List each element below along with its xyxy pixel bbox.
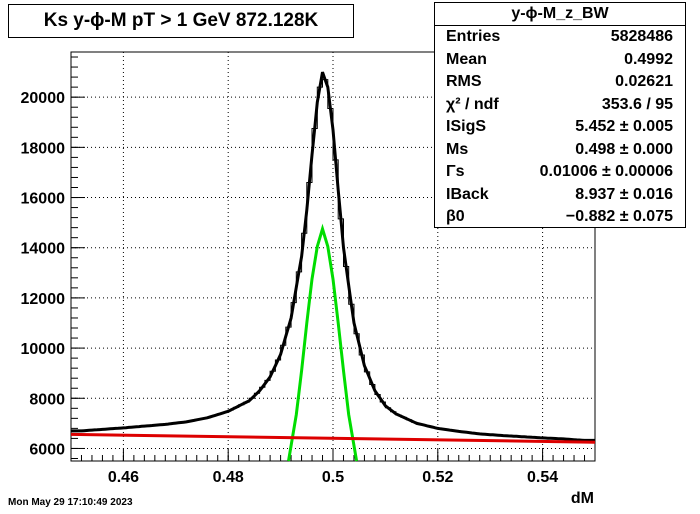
stats-box: y-ϕ-M_z_BW Entries 5828486 Mean 0.4992 RMS… [434,2,686,228]
stats-row: RMS 0.02621 [435,71,685,94]
stats-value: 0.498 ± 0.000 [575,140,673,158]
y-tick-label: 14000 [21,241,66,258]
stats-value: 353.6 / 95 [601,95,673,113]
stats-key: IBack [446,185,489,203]
stats-row: β0 −0.882 ± 0.075 [435,206,685,229]
tick-labels: 0.46 0.48 0.5 0.52 0.54 6000 8000 10000 12000 140… [21,90,559,486]
stats-value: 8.937 ± 0.016 [575,185,673,203]
x-axis-label: dM [571,490,594,507]
stats-key: Ms [446,140,469,158]
stats-value: 0.4992 [624,50,673,68]
stats-key: χ² / ndf [446,95,499,113]
y-tick-label: 8000 [29,391,65,408]
stats-row: χ² / ndf 353.6 / 95 [435,94,685,117]
stats-key: Entries [446,28,501,45]
x-tick-label: 0.46 [108,469,139,486]
stats-value: 5828486 [610,28,673,45]
stats-value: 0.01006 ± 0.00006 [539,163,673,180]
stats-key: β0 [446,208,465,225]
stats-value: −0.882 ± 0.075 [565,208,673,225]
background-fit-line [70,432,596,444]
stats-value: 5.452 ± 0.005 [575,118,673,135]
y-tick-label: 10000 [21,341,66,358]
y-tick-label: 20000 [21,90,66,107]
y-tick-label: 18000 [21,140,66,157]
plot-title: Ks y-ϕ-M pT > 1 GeV 872.128K [8,4,354,38]
stats-row: Entries 5828486 [435,26,685,49]
timestamp: Mon May 29 17:10:49 2023 [8,497,133,508]
stats-row: IBack 8.937 ± 0.016 [435,184,685,207]
stats-key: Γs [446,163,465,180]
stats-row: Mean 0.4992 [435,49,685,72]
x-tick-label: 0.48 [213,469,244,486]
stats-key: Mean [446,50,487,68]
signal-fit-curve [287,223,359,462]
x-tick-label: 0.52 [422,469,453,486]
stats-value: 0.02621 [615,73,673,90]
x-tick-label: 0.54 [527,469,558,486]
stats-title: y-ϕ-M_z_BW [435,3,685,26]
stats-row: Γs 0.01006 ± 0.00006 [435,161,685,184]
stats-row: Ms 0.498 ± 0.000 [435,139,685,162]
axis-ticks [71,56,586,461]
y-tick-label: 16000 [21,191,66,208]
x-tick-label: 0.5 [322,469,344,486]
stats-key: RMS [446,73,482,90]
y-tick-label: 12000 [21,291,66,308]
total-fit-curve [71,71,595,442]
stats-row: ISigS 5.452 ± 0.005 [435,116,685,139]
y-tick-label: 6000 [29,441,65,458]
stats-key: ISigS [446,118,487,135]
